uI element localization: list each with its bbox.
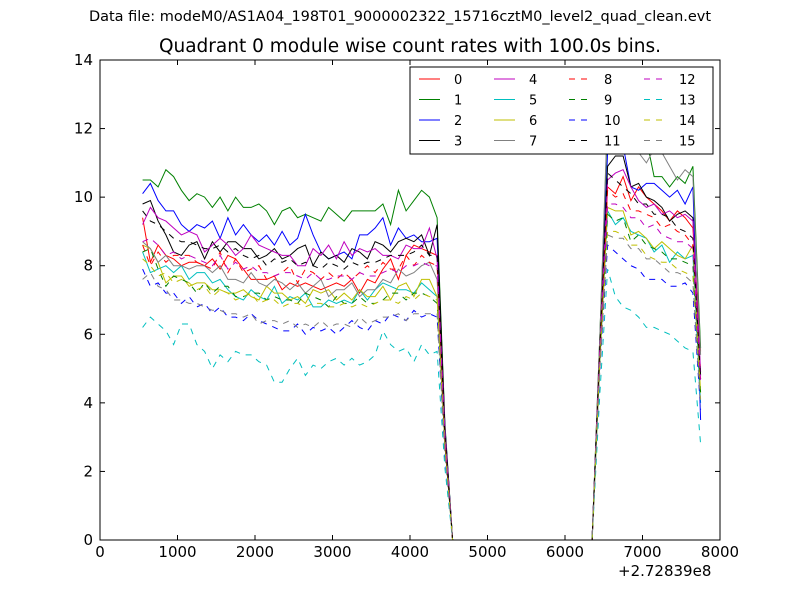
legend-label-11: 11 [604,135,621,150]
legend-label-14: 14 [679,114,696,129]
series-line-14 [142,230,702,541]
series-line-4 [142,169,702,541]
y-tick-label: 12 [74,120,93,138]
legend-label-15: 15 [679,135,696,150]
x-tick-label: 6000 [546,543,584,561]
series-line-10 [142,244,702,541]
series-line-7 [142,111,702,541]
x-tick-label: 7000 [623,543,661,561]
x-offset-label: +2.72839e8 [618,562,712,580]
series-line-1 [142,117,702,541]
legend-box [409,66,714,155]
y-tick-label: 14 [74,51,93,69]
x-tick-label: 3000 [313,543,351,561]
legend-label-6: 6 [529,114,537,129]
series-line-9 [142,213,702,541]
legend-label-10: 10 [604,114,621,129]
legend-label-7: 7 [529,135,537,150]
chart-suptitle: Data file: modeM0/AS1A04_198T01_90000023… [88,9,712,25]
series-line-11 [142,172,702,541]
y-tick-label: 6 [83,325,93,343]
series-line-3 [142,155,702,541]
legend-label-3: 3 [454,135,462,150]
legend-label-4: 4 [529,73,537,88]
series-line-8 [142,189,702,541]
x-tick-label: 5000 [468,543,506,561]
legend-label-9: 9 [604,94,612,109]
y-tick-label: 0 [83,531,93,549]
legend-label-2: 2 [454,114,462,129]
x-tick-label: 2000 [236,543,274,561]
chart-title: Quadrant 0 module wise count rates with … [158,36,662,57]
legend-label-12: 12 [679,73,696,88]
series-line-0 [142,175,702,541]
series-line-15 [142,234,702,541]
series-lines [142,111,702,541]
x-tick-label: 1000 [158,543,196,561]
y-tick-label: 2 [83,462,93,480]
x-tick-label: 8000 [701,543,739,561]
legend-label-5: 5 [529,94,537,109]
legend-label-8: 8 [604,73,612,88]
series-line-5 [142,209,702,541]
y-tick-label: 4 [83,394,93,412]
y-tick-label: 8 [83,257,93,275]
axis-ticks: 0 1000 2000 3000 4000 5000 6000 7000 80000246810… [74,51,739,561]
legend-label-1: 1 [454,94,462,109]
series-line-12 [142,203,702,541]
legend-label-0: 0 [454,73,462,88]
x-tick-label: 0 [95,543,105,561]
legend-label-13: 13 [679,94,696,109]
x-tick-label: 4000 [391,543,429,561]
y-tick-label: 10 [74,188,93,206]
series-line-13 [142,268,702,541]
